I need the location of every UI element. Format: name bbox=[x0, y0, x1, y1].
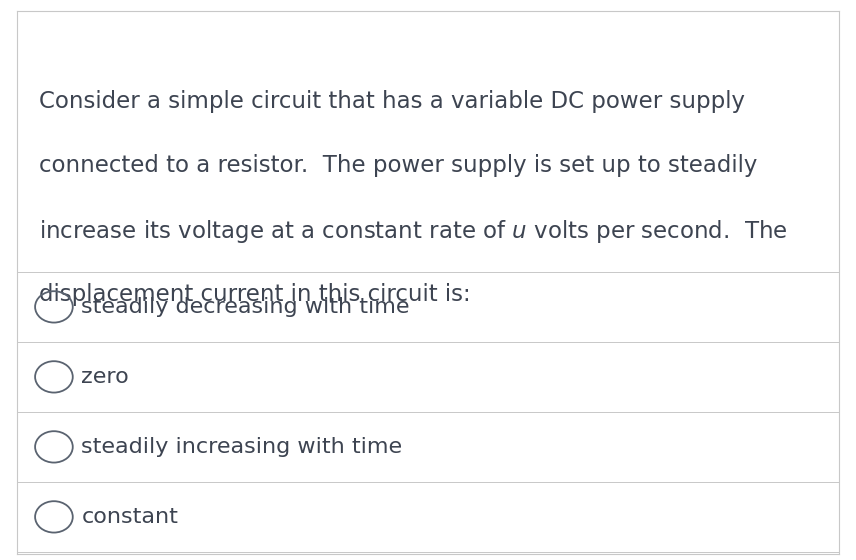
Text: zero: zero bbox=[81, 367, 129, 387]
Text: constant: constant bbox=[81, 507, 178, 527]
Text: displacement current in this circuit is:: displacement current in this circuit is: bbox=[39, 283, 470, 306]
Text: Consider a simple circuit that has a variable DC power supply: Consider a simple circuit that has a var… bbox=[39, 90, 745, 113]
Text: steadily increasing with time: steadily increasing with time bbox=[81, 437, 402, 457]
Text: increase its voltage at a constant rate of $u$ volts per second.  The: increase its voltage at a constant rate … bbox=[39, 218, 788, 245]
Text: connected to a resistor.  The power supply is set up to steadily: connected to a resistor. The power suppl… bbox=[39, 154, 757, 177]
Text: steadily decreasing with time: steadily decreasing with time bbox=[81, 297, 410, 317]
